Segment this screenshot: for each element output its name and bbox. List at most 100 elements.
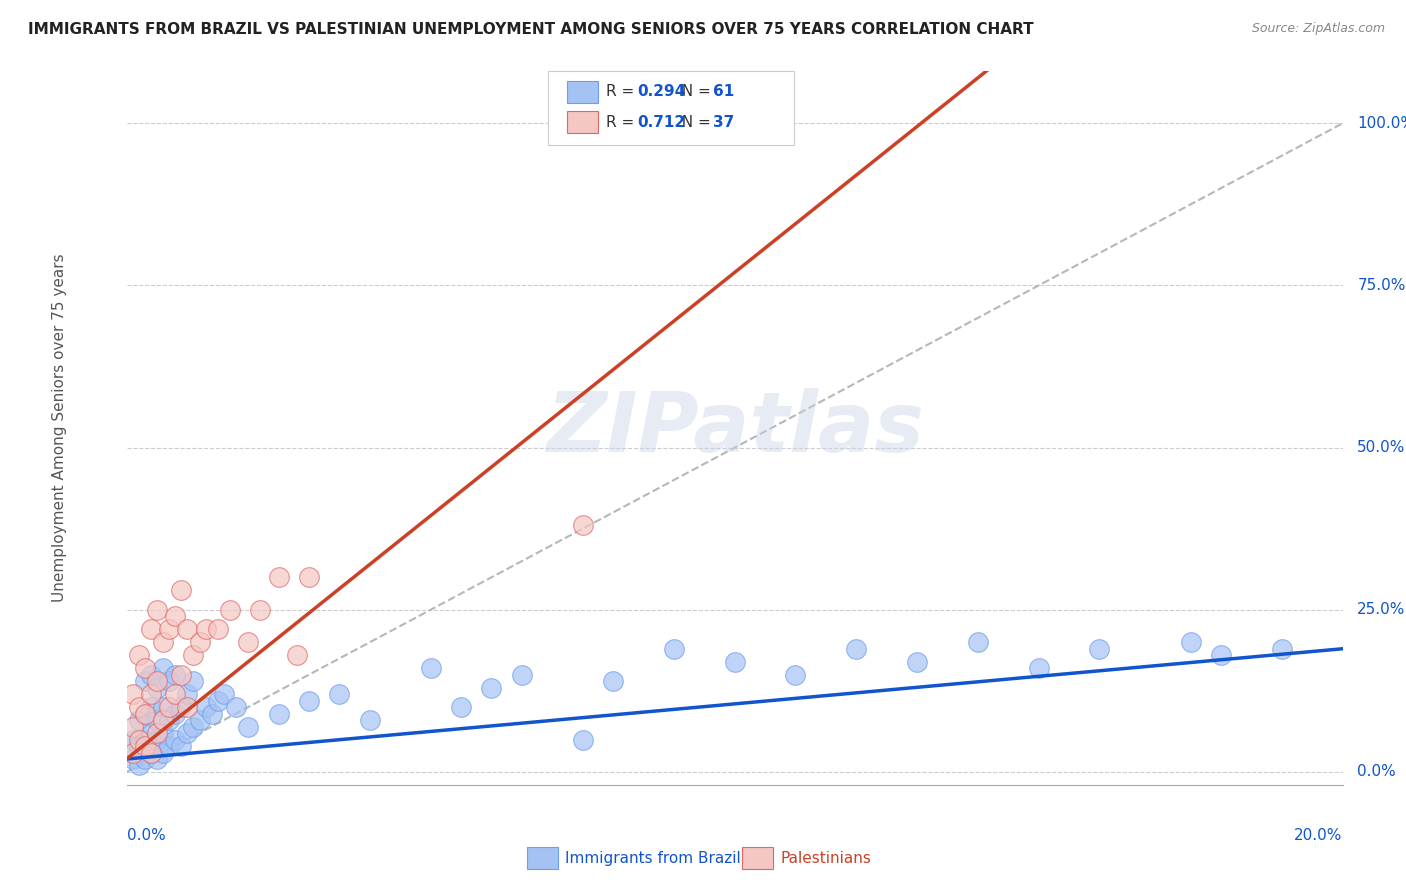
Text: 37: 37 — [713, 115, 734, 129]
Point — [170, 583, 193, 598]
Point — [157, 713, 180, 727]
Text: Source: ZipAtlas.com: Source: ZipAtlas.com — [1251, 22, 1385, 36]
Point — [176, 622, 198, 636]
Point — [165, 706, 187, 721]
Point — [267, 570, 290, 584]
Point — [139, 622, 162, 636]
Point — [785, 667, 807, 681]
Point — [139, 700, 162, 714]
Point — [602, 674, 624, 689]
Text: 0.294: 0.294 — [637, 85, 685, 99]
Point — [219, 603, 242, 617]
Text: Unemployment Among Seniors over 75 years: Unemployment Among Seniors over 75 years — [52, 254, 67, 602]
Point — [225, 700, 247, 714]
Point — [128, 648, 150, 663]
Text: 100.0%: 100.0% — [1357, 116, 1406, 131]
Text: 20.0%: 20.0% — [1295, 828, 1343, 843]
Point — [285, 648, 308, 663]
Point — [298, 693, 321, 707]
Point — [207, 693, 229, 707]
Point — [128, 700, 150, 714]
Point — [183, 648, 205, 663]
Point — [134, 706, 156, 721]
Point — [121, 720, 143, 734]
Point — [152, 726, 174, 740]
Point — [134, 706, 156, 721]
Point — [207, 622, 229, 636]
Point — [139, 687, 162, 701]
Text: 0.0%: 0.0% — [127, 828, 166, 843]
Point — [146, 726, 169, 740]
Point — [165, 732, 187, 747]
Point — [236, 635, 259, 649]
Point — [724, 655, 747, 669]
Point — [146, 713, 169, 727]
Text: 0.712: 0.712 — [637, 115, 685, 129]
Point — [662, 641, 685, 656]
Point — [571, 732, 593, 747]
Text: 75.0%: 75.0% — [1357, 278, 1406, 293]
Text: N =: N = — [672, 115, 716, 129]
Text: N =: N = — [672, 85, 716, 99]
Text: R =: R = — [606, 85, 640, 99]
Point — [298, 570, 321, 584]
Text: Palestinians: Palestinians — [780, 851, 872, 865]
Point — [152, 746, 174, 760]
Point — [139, 667, 162, 681]
Point — [450, 700, 472, 714]
Point — [183, 720, 205, 734]
Point — [134, 739, 156, 753]
Point — [121, 687, 143, 701]
Point — [1088, 641, 1111, 656]
Point — [510, 667, 533, 681]
Point — [249, 603, 271, 617]
Point — [146, 732, 169, 747]
Point — [201, 706, 224, 721]
Point — [419, 661, 441, 675]
Point — [157, 700, 180, 714]
Point — [152, 661, 174, 675]
Text: 50.0%: 50.0% — [1357, 440, 1406, 455]
Text: 0.0%: 0.0% — [1357, 764, 1396, 780]
Point — [176, 726, 198, 740]
Point — [128, 732, 150, 747]
Point — [128, 758, 150, 772]
Text: 25.0%: 25.0% — [1357, 602, 1406, 617]
Point — [139, 746, 162, 760]
Point — [121, 732, 143, 747]
Point — [139, 746, 162, 760]
Point — [146, 674, 169, 689]
Point — [188, 635, 211, 649]
Point — [121, 746, 143, 760]
Point — [152, 635, 174, 649]
Point — [176, 700, 198, 714]
Point — [236, 720, 259, 734]
Text: IMMIGRANTS FROM BRAZIL VS PALESTINIAN UNEMPLOYMENT AMONG SENIORS OVER 75 YEARS C: IMMIGRANTS FROM BRAZIL VS PALESTINIAN UN… — [28, 22, 1033, 37]
Point — [359, 713, 381, 727]
Point — [212, 687, 235, 701]
Point — [267, 706, 290, 721]
Point — [188, 713, 211, 727]
Point — [183, 674, 205, 689]
Point — [194, 700, 217, 714]
Point — [134, 674, 156, 689]
Point — [967, 635, 990, 649]
Point — [165, 667, 187, 681]
Point — [146, 603, 169, 617]
Point — [121, 752, 143, 766]
Text: Immigrants from Brazil: Immigrants from Brazil — [565, 851, 741, 865]
Point — [176, 687, 198, 701]
Text: 61: 61 — [713, 85, 734, 99]
Point — [157, 739, 180, 753]
Point — [128, 713, 150, 727]
Point — [1271, 641, 1294, 656]
Point — [194, 622, 217, 636]
Point — [128, 739, 150, 753]
Point — [1211, 648, 1233, 663]
Point — [157, 674, 180, 689]
Point — [134, 752, 156, 766]
Point — [139, 726, 162, 740]
Point — [146, 752, 169, 766]
Text: R =: R = — [606, 115, 640, 129]
Point — [165, 609, 187, 624]
